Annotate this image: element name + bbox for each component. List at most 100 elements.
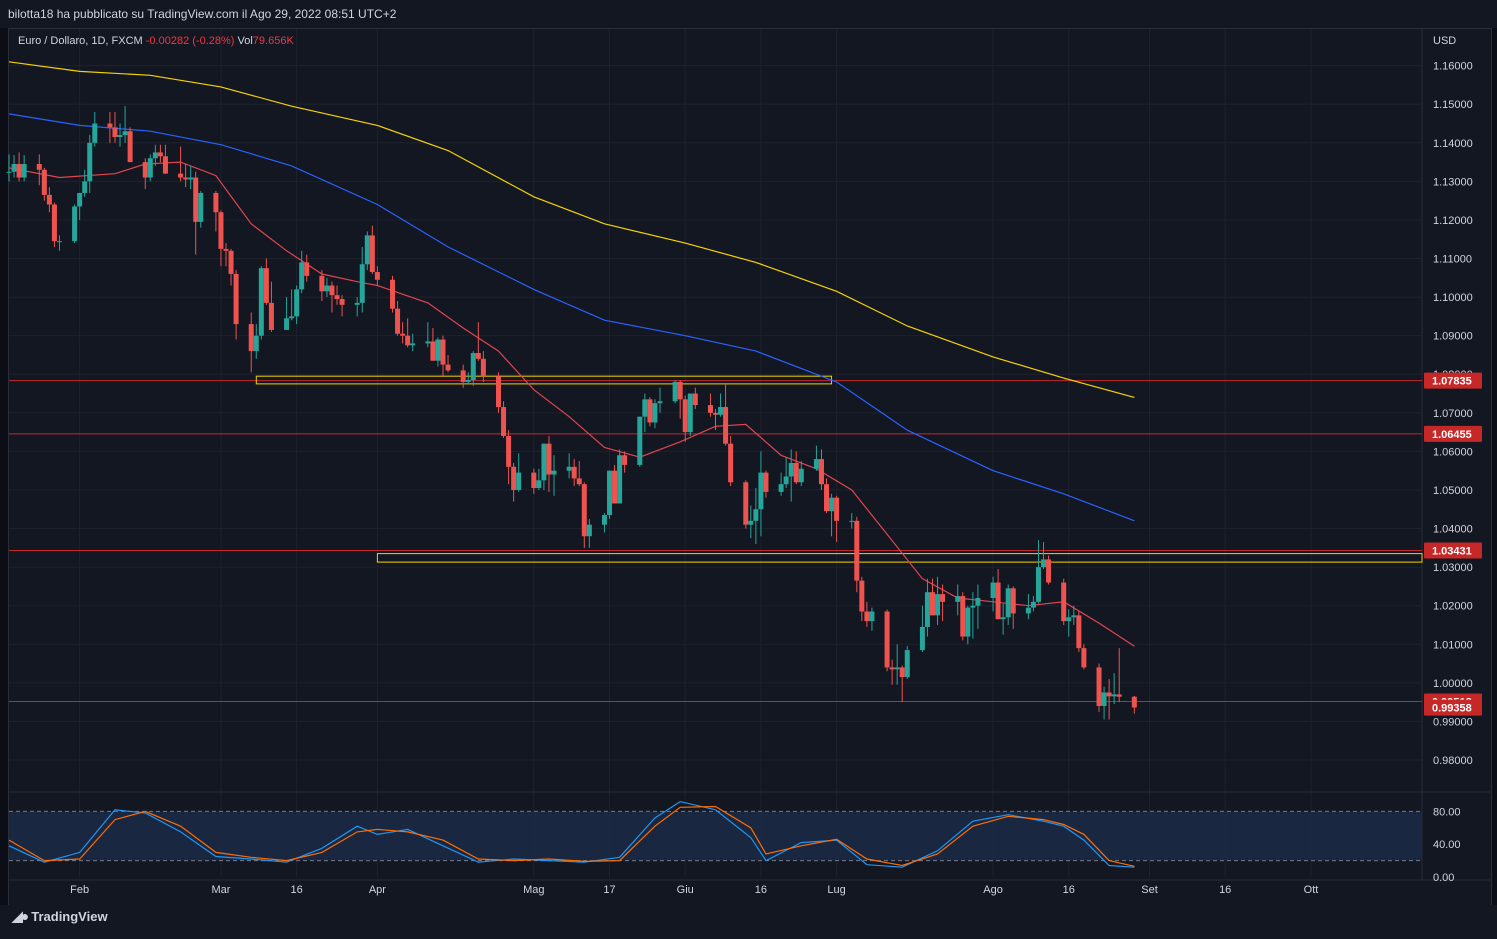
support-resistance-zone xyxy=(376,553,1423,563)
candle-body xyxy=(581,484,587,537)
stochastic-tick-label: 80.00 xyxy=(1433,806,1461,818)
candle-body xyxy=(864,611,870,622)
candle-body xyxy=(435,339,441,361)
candle-body xyxy=(531,472,537,489)
candle-body xyxy=(364,235,370,265)
time-tick-label: Mar xyxy=(211,884,230,896)
candle-body xyxy=(410,343,416,346)
time-tick-label: 16 xyxy=(1063,884,1075,896)
candle-body xyxy=(672,381,678,402)
symbol-legend[interactable]: Euro / Dollaro, 1D, FXCM -0.00282 (-0.28… xyxy=(18,35,294,47)
time-tick-label: Ago xyxy=(983,884,1003,896)
candle-body xyxy=(849,520,855,522)
time-tick-label: 16 xyxy=(1219,884,1231,896)
candle-body xyxy=(541,443,547,481)
symbol-name[interactable]: Euro / Dollaro, 1D, FXCM xyxy=(18,35,143,47)
candle-body xyxy=(566,466,572,471)
candle-body xyxy=(400,333,406,336)
candle-body xyxy=(506,435,512,467)
stochastic-tick-label: 0.00 xyxy=(1433,872,1454,884)
price-tick-label: 1.05000 xyxy=(1433,485,1473,497)
candle-body xyxy=(960,596,966,637)
candle-body xyxy=(46,194,52,205)
candle-body xyxy=(289,316,295,319)
candle-body xyxy=(41,169,47,195)
candle-body xyxy=(854,520,860,581)
price-label-box xyxy=(1424,372,1482,389)
candle-body xyxy=(329,285,335,296)
candle-body xyxy=(551,470,557,475)
candle-body xyxy=(359,264,365,303)
candle-body xyxy=(92,123,98,143)
price-tick-label: 1.10000 xyxy=(1433,292,1473,304)
price-label: 1.07835 xyxy=(1432,376,1472,388)
price-tick-label: 1.07000 xyxy=(1433,408,1473,420)
candle-body xyxy=(713,412,718,415)
candle-body xyxy=(884,611,890,668)
candle-body xyxy=(198,192,204,222)
candle-body xyxy=(127,131,133,163)
candle-body xyxy=(586,524,592,537)
candle-body xyxy=(1010,588,1016,614)
support-resistance-zone xyxy=(255,375,833,385)
chart-canvas[interactable]: USD 1.16000 1.15000 1.14000 1.13000 1.12000 1.… xyxy=(0,0,1497,905)
candle-body xyxy=(818,459,824,485)
candle-body xyxy=(546,443,552,475)
candle-body xyxy=(496,376,502,408)
candle-body xyxy=(268,302,274,330)
candle-body xyxy=(778,484,784,492)
price-tick-label: 0.98000 xyxy=(1433,755,1473,767)
candle-body xyxy=(87,142,93,182)
candle-body xyxy=(813,459,819,469)
candle-body xyxy=(788,462,794,477)
candle-body xyxy=(369,235,375,273)
price-tick-label: 1.09000 xyxy=(1433,331,1473,343)
candle-body xyxy=(1041,559,1047,568)
tradingview-brand[interactable]: ◢● TradingView xyxy=(12,908,108,925)
candle-body xyxy=(682,399,688,433)
candle-body xyxy=(617,455,623,504)
candle-body xyxy=(859,580,865,612)
publish-header-text: bilotta18 ha pubblicato su TradingView.c… xyxy=(8,7,397,21)
candle-body xyxy=(889,667,895,670)
candle-body xyxy=(77,192,83,207)
candle-body xyxy=(924,592,930,627)
candle-body xyxy=(748,520,754,525)
candle-body xyxy=(995,582,1001,620)
candle-body xyxy=(647,399,653,423)
candle-body xyxy=(36,164,42,170)
candle-body xyxy=(152,152,158,159)
candle-body xyxy=(299,262,305,290)
time-tick-label: Feb xyxy=(70,884,89,896)
candle-body xyxy=(188,177,194,180)
candle-body xyxy=(728,443,734,483)
price-tick-label: 1.12000 xyxy=(1433,215,1473,227)
time-tick-label: Giu xyxy=(677,884,694,896)
candle-body xyxy=(147,158,153,178)
candle-body xyxy=(178,173,184,178)
price-change: -0.00282 (-0.28%) xyxy=(145,35,235,47)
price-tick-label: 0.99000 xyxy=(1433,716,1473,728)
candle-body xyxy=(294,289,300,317)
candle-body xyxy=(612,470,618,504)
candle-body xyxy=(536,480,542,489)
candle-body xyxy=(834,497,840,521)
candle-body xyxy=(218,212,224,249)
ma20-line xyxy=(8,161,1135,647)
candle-body xyxy=(798,468,804,483)
candle-body xyxy=(1116,694,1122,697)
candle-body xyxy=(899,667,905,678)
price-label-box xyxy=(1424,699,1482,716)
tradingview-logo-icon: ◢● xyxy=(12,908,29,924)
candle-body xyxy=(223,248,229,251)
candle-body xyxy=(970,605,976,608)
candle-body xyxy=(425,341,431,344)
candle-body xyxy=(6,171,12,173)
price-label: 1.03431 xyxy=(1432,545,1472,557)
candle-body xyxy=(1096,667,1102,706)
candle-body xyxy=(390,279,396,309)
candle-body xyxy=(319,275,325,292)
candle-body xyxy=(723,407,729,444)
candle-body xyxy=(253,335,259,352)
candle-body xyxy=(965,607,971,637)
